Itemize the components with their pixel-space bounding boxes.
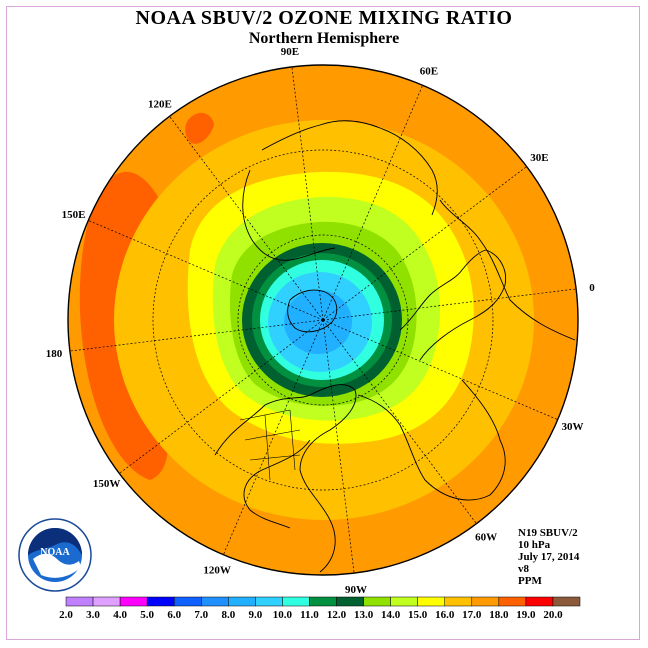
meridian-line	[322, 288, 577, 321]
africa-mideast-coast	[439, 199, 576, 341]
band-17-18-north	[185, 112, 214, 144]
longitude-label: 120E	[148, 99, 172, 111]
colorbar-swatch	[201, 596, 229, 607]
colorbar-tick-label: 7.0	[194, 609, 208, 621]
colorbar-swatch	[65, 596, 94, 607]
colorbar-swatch	[228, 596, 256, 607]
colorbar-tick-label: 8.0	[221, 609, 235, 621]
colorbar-swatch	[525, 596, 554, 607]
meridian-line	[291, 66, 324, 321]
meridian-line	[322, 319, 558, 420]
meridian-line	[169, 116, 324, 321]
date-label: July 17, 2014	[518, 551, 580, 563]
colorbar: 2.0 3.0 4.0 5.0 6.0 7.0 8.0 9.0 10.0 11.0 12.0 13.0…	[59, 596, 581, 621]
state-borders	[239, 409, 301, 481]
colorbar-tick-label: 6.0	[167, 609, 181, 621]
colorbar-tick-label: 9.0	[248, 609, 262, 621]
meridian-line	[88, 220, 324, 321]
meridian-line	[223, 319, 324, 555]
colorbar-swatch	[417, 596, 445, 607]
coastlines	[214, 120, 576, 573]
longitude-label: 30E	[530, 152, 548, 164]
colorbar-swatch	[363, 596, 391, 607]
map-border	[67, 64, 579, 576]
pressure-level-label: 10 hPa	[518, 539, 551, 551]
colorbar-swatch	[390, 596, 418, 607]
colorbar-swatch	[309, 596, 337, 607]
longitude-labels: 90E 60E 30E 0 30W 60W 90W 120W 150W 180 150E 120E	[46, 46, 595, 596]
colorbar-swatch	[471, 596, 500, 607]
colorbar-tick-label: 20.0	[543, 609, 563, 621]
longitude-label: 0	[589, 282, 595, 294]
arctic-islands	[287, 289, 338, 333]
colorbar-tick-label: 19.0	[516, 609, 536, 621]
colorbar-swatch	[146, 596, 175, 607]
version-label: v8	[518, 563, 529, 575]
colorbar-swatch	[255, 596, 283, 607]
colorbar-tick-label: 3.0	[86, 609, 100, 621]
map-title: NOAA SBUV/2 OZONE MIXING RATIO	[135, 7, 513, 29]
asia-coast	[261, 120, 438, 216]
meridian-line	[322, 166, 527, 321]
longitude-label: 90W	[345, 584, 367, 596]
longitude-label: 30W	[561, 421, 583, 433]
colorbar-swatch	[552, 596, 581, 607]
colorbar-tick-label: 15.0	[408, 609, 428, 621]
colorbar-tick-label: 13.0	[354, 609, 374, 621]
colorbar-tick-label: 17.0	[462, 609, 482, 621]
meridian-line	[322, 319, 477, 524]
colorbar-swatch	[444, 596, 473, 607]
colorbar-swatch	[92, 596, 121, 607]
colorbar-tick-label: 14.0	[381, 609, 401, 621]
colorbar-tick-label: 10.0	[273, 609, 293, 621]
colorbar-tick-label: 4.0	[113, 609, 127, 621]
longitude-label: 180	[46, 348, 63, 360]
colorbar-swatch	[336, 596, 364, 607]
greenland-atlantic-coast	[357, 379, 506, 501]
colorbar-swatch	[173, 596, 202, 607]
noaa-logo-text: NOAA	[40, 547, 70, 558]
colorbar-tick-label: 12.0	[327, 609, 347, 621]
longitude-label: 60W	[475, 531, 497, 543]
colorbar-tick-label: 18.0	[489, 609, 509, 621]
latitude-circle	[237, 234, 409, 406]
colorbar-swatch	[498, 596, 527, 607]
longitude-label: 150W	[93, 478, 121, 490]
east-asia-coast	[242, 169, 336, 261]
longitude-label: 120W	[203, 564, 231, 576]
longitude-label: 60E	[420, 66, 438, 78]
map-subtitle: Northern Hemisphere	[248, 30, 400, 47]
instrument-label: N19 SBUV/2	[518, 527, 578, 539]
noaa-logo: NOAA	[18, 518, 92, 592]
longitude-label: 150E	[62, 209, 86, 221]
colorbar-swatch	[119, 596, 148, 607]
graticule	[69, 66, 577, 574]
meridian-line	[322, 85, 423, 321]
north-america-coast	[214, 384, 357, 573]
europe-coast	[399, 249, 507, 361]
latitude-circle	[152, 149, 494, 491]
colorbar-tick-label: 5.0	[140, 609, 154, 621]
colorbar-tick-label: 16.0	[435, 609, 455, 621]
longitude-label: 90E	[281, 46, 299, 58]
colorbar-swatch	[282, 596, 310, 607]
band-7-8	[284, 290, 352, 354]
meridian-line	[322, 319, 355, 574]
colorbar-tick-label: 2.0	[59, 609, 73, 621]
gulf-coast	[243, 439, 311, 529]
colorbar-tick-label: 11.0	[300, 609, 319, 621]
meridian-line	[119, 319, 324, 474]
meridian-line	[69, 319, 324, 352]
units-label: PPM	[518, 575, 542, 587]
map-info-block: N19 SBUV/2 10 hPa July 17, 2014 v8 PPM	[518, 527, 579, 587]
